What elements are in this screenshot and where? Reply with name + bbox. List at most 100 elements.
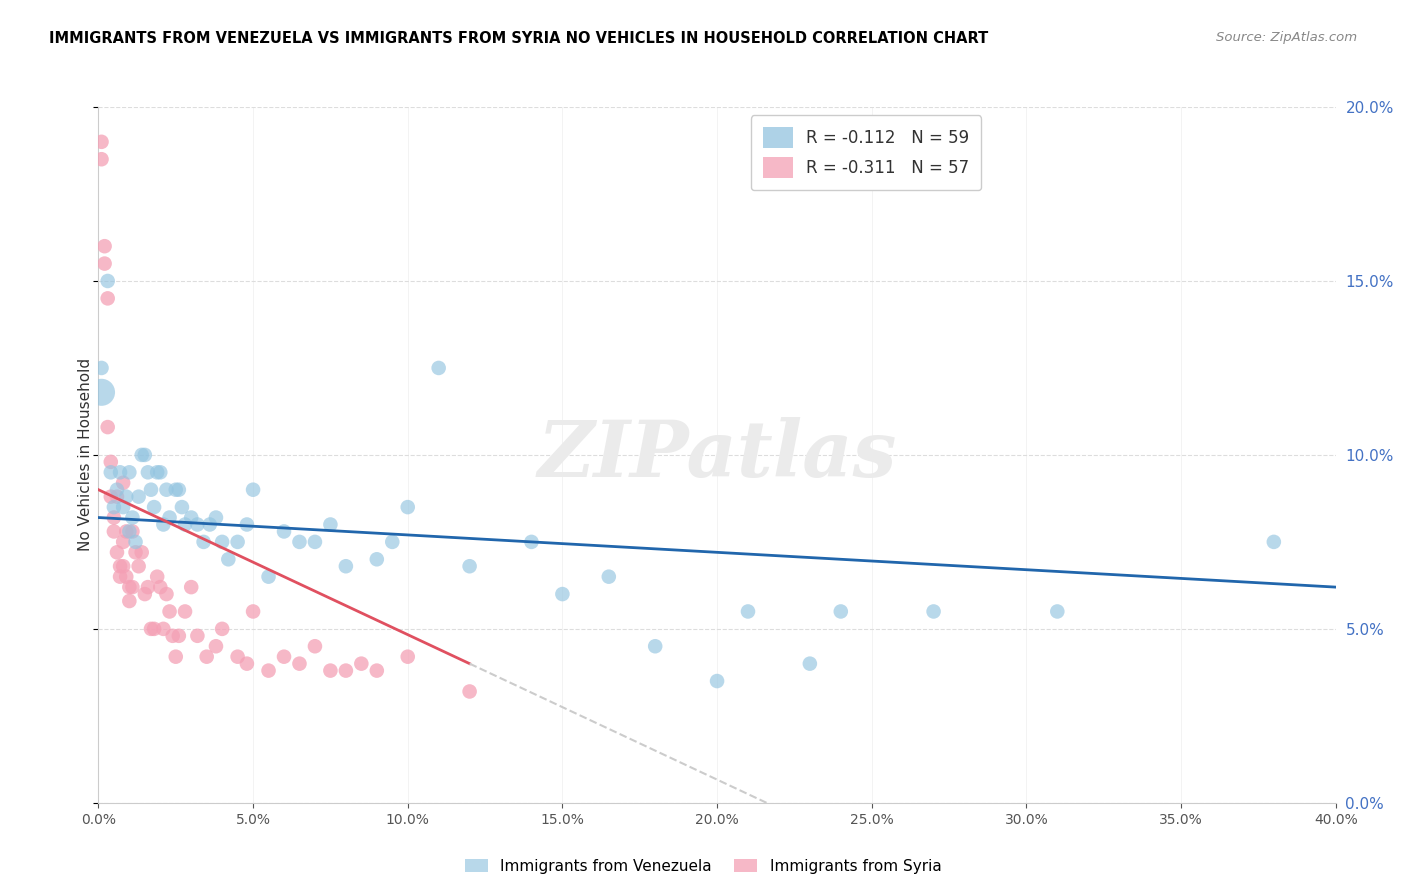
Point [195, 649, 218, 664]
Point [115, 490, 138, 504]
Point [105, 490, 128, 504]
Point [93, 239, 115, 253]
Point [121, 510, 143, 524]
Point [366, 552, 388, 566]
Point [706, 674, 728, 689]
Point [149, 466, 172, 480]
Point [97, 291, 120, 305]
Point [115, 570, 138, 584]
Point [90, 385, 112, 400]
Point [136, 466, 159, 480]
Point [159, 605, 181, 619]
Point [155, 483, 177, 497]
Point [146, 466, 169, 480]
Point [319, 664, 342, 678]
Point [396, 500, 419, 514]
Point [103, 510, 125, 524]
Point [100, 466, 122, 480]
Point [350, 657, 373, 671]
Point [170, 500, 193, 514]
Point [134, 448, 156, 462]
Legend: Immigrants from Venezuela, Immigrants from Syria: Immigrants from Venezuela, Immigrants fr… [458, 853, 948, 880]
Point [304, 534, 326, 549]
Point [155, 587, 177, 601]
Point [830, 605, 852, 619]
Point [108, 559, 131, 574]
Point [103, 524, 125, 539]
Point [1046, 605, 1069, 619]
Point [167, 629, 190, 643]
Point [146, 570, 169, 584]
Point [143, 500, 166, 514]
Point [124, 545, 146, 559]
Point [226, 649, 249, 664]
Point [115, 524, 138, 539]
Point [121, 524, 143, 539]
Point [288, 534, 311, 549]
Point [118, 466, 141, 480]
Point [242, 483, 264, 497]
Point [236, 657, 259, 671]
Point [242, 605, 264, 619]
Point [112, 475, 135, 490]
Point [100, 490, 122, 504]
Point [644, 639, 666, 653]
Point [396, 649, 419, 664]
Point [520, 534, 543, 549]
Point [273, 649, 295, 664]
Point [319, 517, 342, 532]
Point [180, 580, 202, 594]
Text: ZIPatlas: ZIPatlas [537, 417, 897, 493]
Point [159, 510, 181, 524]
Point [100, 455, 122, 469]
Point [112, 534, 135, 549]
Point [162, 629, 184, 643]
Text: IMMIGRANTS FROM VENEZUELA VS IMMIGRANTS FROM SYRIA NO VEHICLES IN HOUSEHOLD CORR: IMMIGRANTS FROM VENEZUELA VS IMMIGRANTS … [49, 31, 988, 46]
Point [381, 534, 404, 549]
Point [131, 545, 153, 559]
Point [152, 517, 174, 532]
Point [304, 639, 326, 653]
Point [205, 510, 228, 524]
Point [186, 517, 208, 532]
Point [598, 570, 620, 584]
Point [551, 587, 574, 601]
Point [458, 684, 481, 698]
Point [90, 152, 112, 166]
Legend: R = -0.112   N = 59, R = -0.311   N = 57: R = -0.112 N = 59, R = -0.311 N = 57 [751, 115, 981, 190]
Point [799, 657, 821, 671]
Point [174, 605, 197, 619]
Point [211, 622, 233, 636]
Point [335, 664, 357, 678]
Point [458, 559, 481, 574]
Point [105, 483, 128, 497]
Point [211, 534, 233, 549]
Point [118, 580, 141, 594]
Point [152, 622, 174, 636]
Point [273, 524, 295, 539]
Point [180, 510, 202, 524]
Point [131, 448, 153, 462]
Point [198, 517, 221, 532]
Point [174, 517, 197, 532]
Point [737, 605, 759, 619]
Point [226, 534, 249, 549]
Point [90, 360, 112, 375]
Point [257, 570, 280, 584]
Point [186, 629, 208, 643]
Point [139, 622, 162, 636]
Point [143, 622, 166, 636]
Point [108, 466, 131, 480]
Point [108, 570, 131, 584]
Point [1263, 534, 1285, 549]
Point [136, 580, 159, 594]
Point [366, 664, 388, 678]
Point [112, 559, 135, 574]
Point [165, 649, 187, 664]
Point [165, 483, 187, 497]
Point [288, 657, 311, 671]
Point [167, 483, 190, 497]
Point [97, 274, 120, 288]
Point [922, 605, 945, 619]
Point [193, 534, 215, 549]
